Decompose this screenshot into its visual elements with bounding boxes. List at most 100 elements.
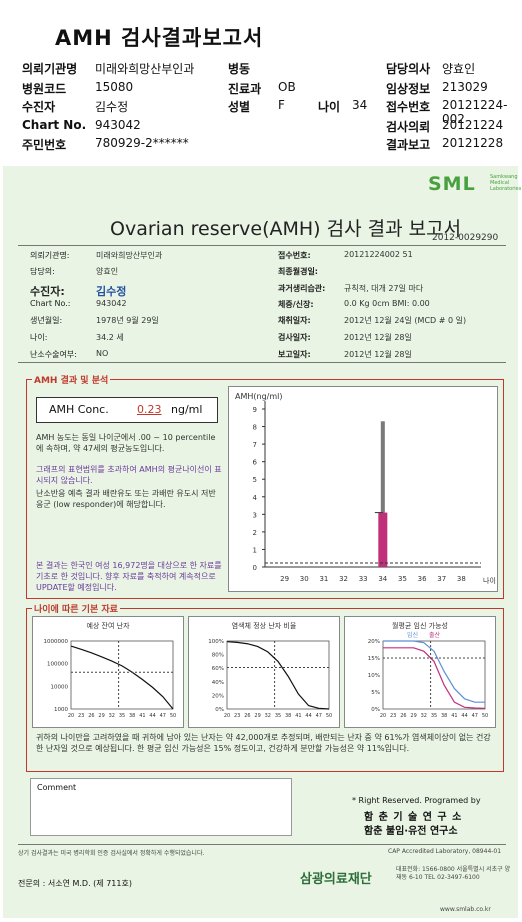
detail-label: 나이:	[30, 333, 48, 342]
pregnancy-chance-chart: 월평균 임신 가능성 0% 5% 10% 15% 20% 20 23 26 29 32 35 38 41 4…	[368, 621, 488, 719]
y-tick-label: 4	[253, 494, 258, 502]
x-tick-label: 35	[398, 575, 407, 583]
report-title: AMH 검사결과보고서	[55, 26, 264, 50]
foundation-name: 삼광의료재단	[300, 872, 372, 887]
detail-value: 2012년 12월 28일	[344, 350, 412, 359]
x-tick-label: 38	[129, 713, 135, 719]
analysis-percentile: AMH 농도는 동일 나이군에서 .00 ~ 10 percentile에 속하…	[36, 433, 216, 453]
plot-frame	[226, 640, 330, 710]
header-value: 943042	[95, 118, 141, 132]
sml-logo: SML	[428, 173, 476, 195]
x-tick-label: 41	[295, 713, 301, 719]
y-tick-label: 6	[253, 459, 258, 467]
basic-data-box	[26, 608, 504, 772]
y-tick-label: 15%	[368, 656, 380, 662]
header-value: 미래와희망산부인과	[95, 62, 195, 76]
header-label: 수진자	[22, 100, 56, 114]
doctor-signature: 전문의 : 서소연 M.D. (제 711호)	[18, 879, 132, 888]
lab-name-2: 함춘 불임·유전 연구소	[364, 826, 458, 837]
header-label: Chart No.	[22, 118, 87, 132]
y-tick-label: 1000	[54, 707, 68, 713]
x-tick-label: 50	[170, 713, 176, 719]
series-line	[383, 640, 485, 703]
detail-value: 1978년 9월 29일	[96, 316, 159, 325]
x-tick-label: 20	[380, 713, 386, 719]
y-tick-label: 100%	[208, 639, 224, 645]
x-tick-label: 26	[400, 713, 406, 719]
legend-label: 임신	[407, 631, 418, 639]
x-tick-label: 44	[305, 713, 311, 719]
amh-conc-value: 0.23	[137, 403, 162, 416]
normal-chromosome-chart-frame: 염색체 정상 난자 비율 0% 20% 40% 60% 80% 100% 20 23 26 29 32…	[188, 616, 340, 728]
report-header: AMH 검사결과보고서	[0, 0, 522, 160]
detail-value: 김수정	[96, 285, 127, 298]
sml-logo-sub: Samkwang Medical Laboratories	[490, 174, 522, 192]
x-tick-label: 23	[78, 713, 84, 719]
x-tick-label: 29	[280, 575, 289, 583]
amh-range-bar	[378, 512, 388, 567]
header-label: 검사의뢰	[386, 120, 431, 134]
y-tick-label: 8	[253, 424, 257, 432]
header-value: 20121224	[442, 118, 504, 132]
detail-label: 최종월경일:	[278, 267, 318, 276]
x-tick-label: 37	[437, 575, 446, 583]
chart-title: 예상 잔여 난자	[86, 621, 130, 630]
detail-value: 미래와희망산부인과	[96, 251, 163, 260]
series-line	[70, 645, 174, 710]
x-tick-label: 47	[160, 713, 166, 719]
divider	[18, 844, 506, 845]
header-value: 213029	[442, 80, 488, 94]
series-line	[383, 647, 486, 709]
y-tick-label: 9	[253, 406, 257, 414]
normal-chromosome-chart: 염색체 정상 난자 비율 0% 20% 40% 60% 80% 100% 20 23 26 29 32…	[208, 621, 332, 719]
amh-conc-label: AMH Conc.	[49, 403, 109, 416]
x-tick-label: 30	[300, 575, 309, 583]
divider	[18, 245, 506, 246]
header-value: 780929-2******	[95, 136, 189, 150]
x-tick-label: 47	[472, 713, 478, 719]
certification-note: 상기 검사결과는 미국 병리학회 인증 검사실에서 정확하게 수행되었습니다.	[18, 850, 205, 857]
x-tick-label: 32	[109, 713, 115, 719]
amh-result-box	[26, 379, 504, 599]
y-tick-label: 0%	[371, 707, 380, 713]
header-label: 성별	[228, 100, 251, 114]
y-tick-label: 0%	[215, 707, 224, 713]
header-label: 병원코드	[22, 82, 67, 96]
x-tick-label: 35	[275, 713, 281, 719]
y-tick-label: 10%	[368, 673, 380, 679]
header-value: 20121228	[442, 136, 504, 150]
x-tick-label: 35	[431, 713, 437, 719]
plot-frame	[70, 640, 174, 710]
remaining-eggs-chart: 예상 잔여 난자 1000 10000 100000 1000000 20 23 26 29 32…	[44, 621, 177, 719]
y-tick-label: 5%	[371, 690, 380, 696]
x-tick-label: 20	[68, 713, 74, 719]
header-label: 임상정보	[386, 82, 431, 96]
x-tick-label: 36	[418, 575, 427, 583]
lab-name-1: 함 춘 기 술 연 구 소	[364, 812, 463, 823]
detail-label: 담당의:	[30, 267, 55, 276]
header-label: 담당의사	[386, 62, 431, 76]
header-value: 34	[352, 98, 368, 112]
amh-section-title: AMH 결과 및 분석	[32, 373, 111, 386]
y-tick-label: 10000	[51, 684, 69, 690]
remaining-eggs-chart-frame: 예상 잔여 난자 1000 10000 100000 1000000 20 23 26 29 32…	[32, 616, 184, 728]
analysis-response: 난소반응 예측 결과 배란유도 또는 과배란 유도시 저반응군 (low res…	[36, 489, 216, 509]
x-tick-label: 34	[378, 575, 387, 583]
y-tick-label: 60%	[212, 666, 224, 672]
detail-value: 20121224002 51	[344, 250, 413, 259]
x-tick-label: 26	[244, 713, 250, 719]
y-tick-label: 100000	[47, 662, 68, 668]
x-tick-label: 50	[482, 713, 488, 719]
detail-label: 수진자:	[30, 285, 65, 298]
detail-label: 접수번호:	[278, 251, 311, 260]
x-tick-label: 35	[119, 713, 125, 719]
x-tick-label: 44	[149, 713, 155, 719]
x-axis-label: 나이	[483, 576, 496, 585]
detail-value: NO	[96, 349, 109, 358]
y-tick-label: 20%	[368, 639, 380, 645]
x-tick-label: 41	[451, 713, 457, 719]
header-value: 15080	[95, 80, 134, 94]
detail-label: 생년월일:	[30, 316, 63, 325]
chart-title: AMH(ng/ml)	[235, 392, 283, 401]
